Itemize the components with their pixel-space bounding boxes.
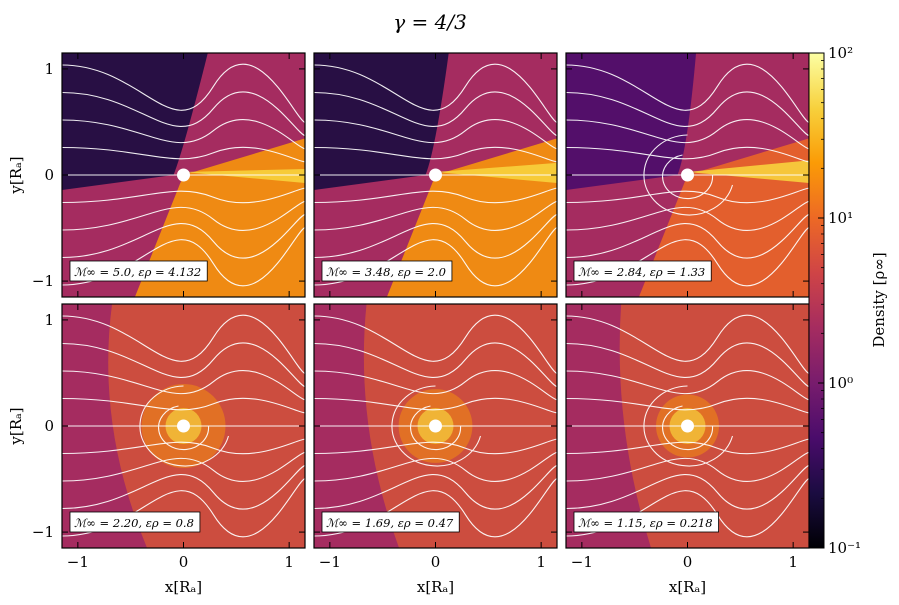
colorbar-tick-label: 10¹ bbox=[828, 209, 853, 227]
x-axis-label: x[Rₐ] bbox=[669, 578, 706, 596]
x-tick-label: −1 bbox=[67, 553, 89, 571]
x-tick-label: 1 bbox=[788, 553, 798, 571]
x-tick-label: 1 bbox=[284, 553, 294, 571]
streamlines bbox=[314, 314, 557, 538]
panel-annotation: ℳ∞ = 1.69, ερ = 0.47 bbox=[321, 511, 460, 533]
density-map bbox=[314, 53, 557, 297]
colorbar-label: Density [ρ∞] bbox=[870, 252, 888, 347]
y-tick-label: 0 bbox=[44, 417, 54, 435]
x-tick-label: −1 bbox=[571, 553, 593, 571]
x-axis-label: x[Rₐ] bbox=[417, 578, 454, 596]
y-tick-label: 1 bbox=[44, 311, 54, 329]
y-tick-label: −1 bbox=[32, 523, 54, 541]
y-tick-label: −1 bbox=[32, 272, 54, 290]
panel-1: −1 0 1 ℳ∞ = 5.0, ερ = 4.132 y[Rₐ] bbox=[7, 52, 306, 298]
panel-label: ℳ∞ = 2.20, ερ = 0.8 bbox=[74, 516, 194, 530]
x-axis-label: x[Rₐ] bbox=[165, 578, 202, 596]
panel-annotation: ℳ∞ = 5.0, ερ = 4.132 bbox=[69, 260, 208, 282]
colorbar-tick-label: 10² bbox=[828, 44, 853, 62]
accretor bbox=[177, 419, 190, 433]
y-tick-label: 1 bbox=[44, 60, 54, 78]
y-axis-label: y[Rₐ] bbox=[7, 156, 25, 194]
y-tick-label: 0 bbox=[44, 166, 54, 184]
panel-3: ℳ∞ = 2.84, ερ = 1.33 bbox=[565, 52, 810, 298]
streamlines bbox=[314, 63, 557, 287]
panel-6: −1 0 1 ℳ∞ = 1.15, ερ = 0.218 x[Rₐ] bbox=[565, 303, 810, 596]
panel-label: ℳ∞ = 3.48, ερ = 2.0 bbox=[326, 265, 446, 279]
panel-5: −1 0 1 ℳ∞ = 1.69, ερ = 0.47 x[Rₐ] bbox=[313, 303, 558, 596]
panel-annotation: ℳ∞ = 2.84, ερ = 1.33 bbox=[573, 260, 712, 282]
colorbar: 10⁻¹ 10⁰ 10¹ 10² bbox=[808, 44, 861, 557]
density-map bbox=[314, 304, 557, 548]
density-map bbox=[566, 304, 809, 548]
accretor bbox=[177, 168, 190, 182]
panel-label: ℳ∞ = 2.84, ερ = 1.33 bbox=[578, 265, 705, 279]
panel-annotation: ℳ∞ = 1.15, ερ = 0.218 bbox=[573, 511, 719, 533]
panel-4: −1 0 1 −1 0 1 ℳ∞ = 2.20, ερ = 0.8 x[Rₐ] y[Rₐ] bbox=[7, 303, 306, 596]
density-map bbox=[62, 304, 305, 548]
panel-label: ℳ∞ = 1.69, ερ = 0.47 bbox=[326, 516, 454, 530]
streamlines bbox=[62, 314, 305, 538]
colorbar-tick-label: 10⁻¹ bbox=[828, 539, 861, 557]
colorbar-gradient bbox=[808, 52, 825, 549]
x-tick-label: 0 bbox=[683, 553, 693, 571]
density-map bbox=[566, 53, 809, 297]
streamlines bbox=[566, 63, 809, 287]
accretor bbox=[681, 419, 694, 433]
panel-annotation: ℳ∞ = 2.20, ερ = 0.8 bbox=[69, 511, 201, 533]
x-tick-label: −1 bbox=[319, 553, 341, 571]
panels-grid: −1 0 1 ℳ∞ = 5.0, ερ = 4.132 y[Rₐ] ℳ∞ = 3.48, … bbox=[7, 52, 810, 596]
x-tick-label: 1 bbox=[536, 553, 546, 571]
panel-label: ℳ∞ = 1.15, ερ = 0.218 bbox=[578, 516, 713, 530]
colorbar-tick-label: 10⁰ bbox=[828, 374, 853, 392]
accretor bbox=[681, 168, 694, 182]
y-axis-label: y[Rₐ] bbox=[7, 407, 25, 445]
panel-annotation: ℳ∞ = 3.48, ερ = 2.0 bbox=[321, 260, 453, 282]
streamlines bbox=[62, 63, 305, 287]
x-tick-label: 0 bbox=[431, 553, 441, 571]
accretor bbox=[429, 168, 442, 182]
density-map bbox=[62, 53, 305, 297]
panel-label: ℳ∞ = 5.0, ερ = 4.132 bbox=[74, 265, 201, 279]
figure-title: γ = 4/3 bbox=[393, 10, 467, 34]
x-tick-label: 0 bbox=[179, 553, 189, 571]
panel-2: ℳ∞ = 3.48, ερ = 2.0 bbox=[313, 52, 558, 298]
accretor bbox=[429, 419, 442, 433]
